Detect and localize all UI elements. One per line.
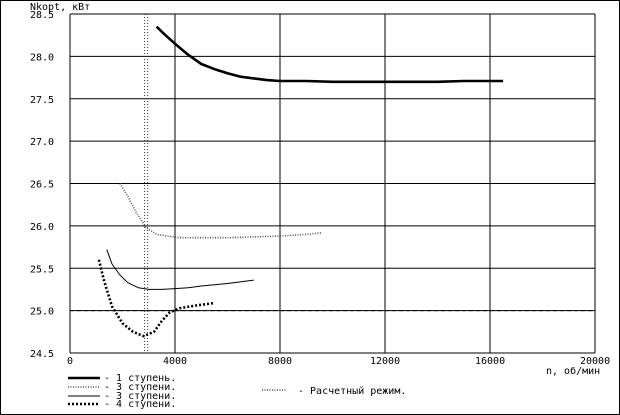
series-line-4 — [97, 259, 215, 338]
series-group — [97, 25, 504, 338]
y-tick-label: 27.5 — [30, 95, 54, 106]
x-tick-label: 16000 — [475, 356, 505, 367]
x-axis-title: n, об/мин — [546, 365, 600, 377]
series-line-1 — [155, 25, 504, 84]
x-tick-label: 0 — [67, 356, 73, 367]
y-tick-label: 24.5 — [30, 349, 54, 360]
x-tick-label: 4000 — [163, 356, 187, 367]
x-tick-label: 12000 — [370, 356, 400, 367]
legend-label-4: - 4 ступени. — [104, 399, 176, 410]
y-tick-label: 25.5 — [30, 264, 54, 275]
design-mode-line — [144, 14, 149, 353]
y-tick-label: 28.5 — [30, 10, 54, 21]
plot-frame — [69, 14, 595, 354]
y-tick-label: 26.5 — [30, 180, 54, 191]
legend: - 1 ступень.- 3 ступени.- 3 ступени.- 4 … — [68, 373, 406, 410]
series-line-3 — [106, 249, 254, 290]
y-tick-label: 26.0 — [30, 222, 54, 233]
legend-label-3: - 3 ступени. — [104, 391, 176, 402]
y-tick-label: 28.0 — [30, 52, 54, 63]
x-tick-label: 8000 — [268, 356, 292, 367]
x-tick-label: 20000 — [580, 356, 610, 367]
series-line-2 — [119, 183, 323, 239]
grid — [69, 13, 596, 354]
legend-label-1: - 1 ступень. — [104, 373, 176, 384]
y-axis-title: Nkopt, кВт — [30, 2, 90, 13]
legend-label-design-mode: - Расчетный режим. — [298, 385, 406, 397]
y-tick-label: 25.0 — [30, 307, 54, 318]
legend-label-2: - 3 ступени. — [104, 382, 176, 393]
tick-labels: 24.5 25.0 25.5 26.0 26.5 27.0 27.5 28.0 28.5 0 400… — [30, 10, 610, 367]
y-tick-label: 27.0 — [30, 137, 54, 148]
